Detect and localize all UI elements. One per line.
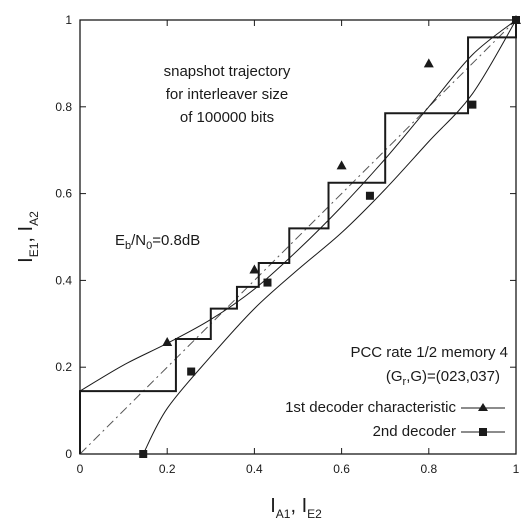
triangle-marker [249,264,260,274]
x-tick-label: 0.2 [159,462,176,476]
series-2nd-decoder-markers [139,16,520,458]
snapshot-trajectory [79,20,517,454]
x-tick-label: 0 [77,462,84,476]
diagonal-line [79,19,517,455]
square-marker [139,450,148,458]
annotation-snapshot-line1: snapshot trajectory [164,63,291,80]
x-tick-label: 0.8 [420,462,437,476]
square-marker [187,367,196,376]
x-tick-label: 0.4 [246,462,263,476]
square-marker [263,278,272,287]
triangle-marker [336,160,347,170]
y-axis-label: IE1, IA2 [15,211,41,263]
x-tick-label: 0.6 [333,462,350,476]
y-tick-label: 0.4 [55,273,72,287]
x-ticks: 0 0.2 0.4 0.6 0.8 1 [77,20,520,476]
y-tick-label: 0.2 [55,360,72,374]
y-tick-label: 1 [65,13,72,27]
legend-square-icon [479,428,487,436]
legend-label-1st-decoder: 1st decoder characteristic [285,399,456,416]
triangle-marker [162,337,173,347]
x-tick-label: 1 [513,462,520,476]
legend-triangle-icon [478,403,488,411]
legend-label-2nd-decoder: 2nd decoder [373,423,456,440]
plot-frame [79,19,517,455]
triangle-marker [423,58,434,68]
square-marker [512,16,520,24]
y-tick-label: 0.8 [55,100,72,114]
series-1st-decoder-curve [79,19,517,392]
series-2nd-decoder-curve [142,19,517,455]
y-tick-label: 0 [65,447,72,461]
annotation-code-line2: (Gr,G)=(023,037) [386,368,500,388]
y-tick-label: 0.6 [55,187,72,201]
square-marker [468,100,477,109]
annotation-ebno: Eb/N0=0.8dB [115,232,200,252]
annotation-snapshot-line3: of 100000 bits [180,109,274,126]
square-marker [365,191,374,200]
x-axis-label: IA1, IE2 [270,495,322,521]
annotation-snapshot-line2: for interleaver size [166,86,289,103]
annotation-code-line1: PCC rate 1/2 memory 4 [350,344,508,361]
legend: 1st decoder characteristic 2nd decoder [285,399,505,440]
